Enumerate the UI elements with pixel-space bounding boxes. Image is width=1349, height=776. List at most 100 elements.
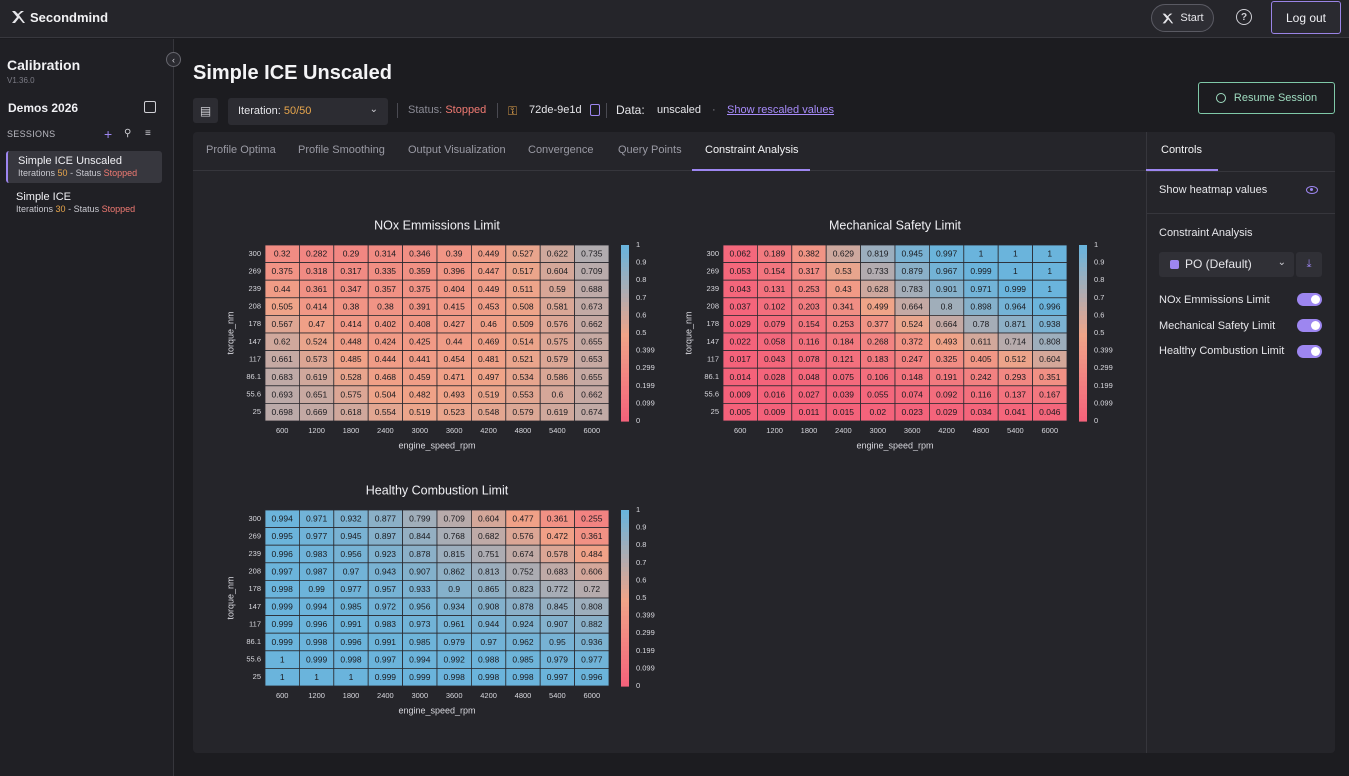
colorbar-segment	[1079, 403, 1087, 409]
cell-value: 0.449	[478, 249, 500, 259]
add-session-icon[interactable]: +	[104, 126, 113, 142]
cell-value: 0.454	[444, 354, 466, 364]
tab-output-visualization[interactable]: Output Visualization	[408, 144, 506, 156]
cell-value: 0.447	[478, 266, 500, 276]
cell-value: 0.606	[581, 566, 603, 576]
colorbar-tick: 0.099	[1094, 398, 1113, 407]
cell-value: 0.653	[581, 354, 603, 364]
colorbar-segment	[621, 672, 629, 678]
colorbar-segment	[1079, 289, 1087, 294]
cell-value: 0.053	[730, 266, 752, 276]
cell-value: 0.38	[377, 301, 394, 311]
document-icon[interactable]: ▤	[193, 98, 218, 123]
tab-constraint-analysis[interactable]: Constraint Analysis	[705, 144, 799, 156]
point-select[interactable]: PO (Default) ⌄	[1159, 252, 1294, 277]
colorbar-segment	[621, 628, 629, 634]
start-button[interactable]: Start	[1151, 4, 1214, 32]
y-tick-label: 55.6	[704, 390, 719, 399]
cell-value: 0.962	[512, 637, 534, 647]
nox-limit-toggle[interactable]	[1297, 293, 1322, 306]
combustion-limit-toggle[interactable]	[1297, 345, 1322, 358]
cell-value: 0.29	[343, 249, 360, 259]
colorbar-segment	[621, 377, 629, 382]
iteration-select[interactable]: Iteration: 50/50 ⌄	[228, 98, 388, 125]
start-icon	[1163, 13, 1174, 23]
cell-value: 0.485	[340, 354, 362, 364]
session-item[interactable]: Simple ICE Iterations 30 - Status Stoppe…	[6, 187, 162, 219]
cell-value: 0.511	[513, 284, 534, 294]
session-status: Status: Stopped	[408, 104, 487, 116]
toggle-label-nox: NOx Emmissions Limit	[1159, 294, 1270, 306]
colorbar-segment	[621, 315, 629, 321]
x-tick-label: 1200	[308, 691, 325, 700]
cell-value: 0.523	[444, 407, 466, 417]
brand-logo[interactable]: Secondmind	[10, 9, 108, 25]
cell-value: 0.517	[512, 266, 534, 276]
tab-controls[interactable]: Controls	[1161, 144, 1202, 156]
cell-value: 0.361	[581, 531, 603, 541]
cell-value: 0.484	[581, 549, 603, 559]
project-name[interactable]: Demos 2026	[8, 101, 79, 115]
copy-icon[interactable]	[590, 104, 600, 116]
cell-value: 0.808	[1039, 337, 1061, 347]
cell-value: 0.441	[409, 354, 431, 364]
x-tick-label: 3000	[411, 691, 428, 700]
session-name: Simple ICE Unscaled	[18, 155, 122, 167]
cell-value: 0.996	[272, 549, 294, 559]
cell-value: 0.415	[444, 301, 466, 311]
colorbar-segment	[621, 245, 629, 250]
colorbar-tick: 0.5	[636, 593, 646, 602]
colorbar-segment	[621, 668, 629, 674]
x-tick-label: 4800	[515, 691, 532, 700]
logout-button[interactable]: Log out	[1271, 1, 1341, 34]
cell-value: 0.528	[340, 372, 362, 382]
tab-profile-smoothing[interactable]: Profile Smoothing	[298, 144, 385, 156]
filter-icon[interactable]: ≡	[145, 128, 151, 139]
cell-value: 0.998	[272, 584, 294, 594]
cell-value: 0.468	[375, 372, 397, 382]
session-item[interactable]: Simple ICE Unscaled Iterations 50 - Stat…	[6, 151, 162, 183]
mechanical-limit-toggle[interactable]	[1297, 319, 1322, 332]
colorbar-segment	[1079, 412, 1087, 418]
cell-value: 0.973	[409, 619, 431, 629]
colorbar-segment	[1079, 337, 1087, 343]
cell-value: 0.999	[272, 619, 294, 629]
cell-value: 0.971	[306, 514, 328, 524]
x-tick-label: 600	[276, 426, 289, 435]
collapse-sidebar-icon[interactable]: ‹	[166, 52, 181, 67]
cell-value: 0.497	[478, 372, 500, 382]
cell-value: 0.99	[308, 584, 325, 594]
cell-value: 0.819	[867, 249, 889, 259]
colorbar-segment	[1079, 267, 1087, 272]
cell-value: 0.688	[581, 284, 603, 294]
cell-value: 1	[314, 672, 319, 682]
cell-value: 0.167	[1039, 389, 1061, 399]
tab-profile-optima[interactable]: Profile Optima	[206, 144, 276, 156]
tab-query-points[interactable]: Query Points	[618, 144, 682, 156]
colorbar-segment	[1079, 271, 1087, 277]
search-icon[interactable]: ⚲	[124, 128, 132, 139]
cell-value: 0.865	[478, 584, 500, 594]
x-tick-label: 1800	[343, 426, 360, 435]
help-icon[interactable]: ?	[1236, 9, 1252, 25]
download-icon[interactable]: ⤓	[1296, 252, 1322, 277]
cell-value: 0.985	[409, 637, 431, 647]
y-tick-label: 269	[248, 531, 261, 540]
cell-value: 0.534	[512, 372, 534, 382]
cell-value: 0.994	[306, 602, 328, 612]
cell-value: 0.945	[340, 531, 362, 541]
open-project-icon[interactable]	[144, 101, 156, 113]
cell-value: 0.908	[478, 602, 500, 612]
cell-value: 0.504	[375, 389, 397, 399]
cell-value: 0.102	[764, 301, 786, 311]
tab-convergence[interactable]: Convergence	[528, 144, 594, 156]
cell-value: 0.586	[547, 372, 569, 382]
cell-value: 0.567	[272, 319, 294, 329]
x-tick-label: 2400	[377, 691, 394, 700]
eye-icon[interactable]	[1306, 186, 1318, 194]
resume-session-button[interactable]: Resume Session	[1198, 82, 1335, 114]
cell-value: 0.844	[409, 531, 431, 541]
cell-value: 0.898	[970, 301, 992, 311]
show-rescaled-link[interactable]: Show rescaled values	[727, 104, 835, 116]
x-tick-label: 3600	[446, 691, 463, 700]
